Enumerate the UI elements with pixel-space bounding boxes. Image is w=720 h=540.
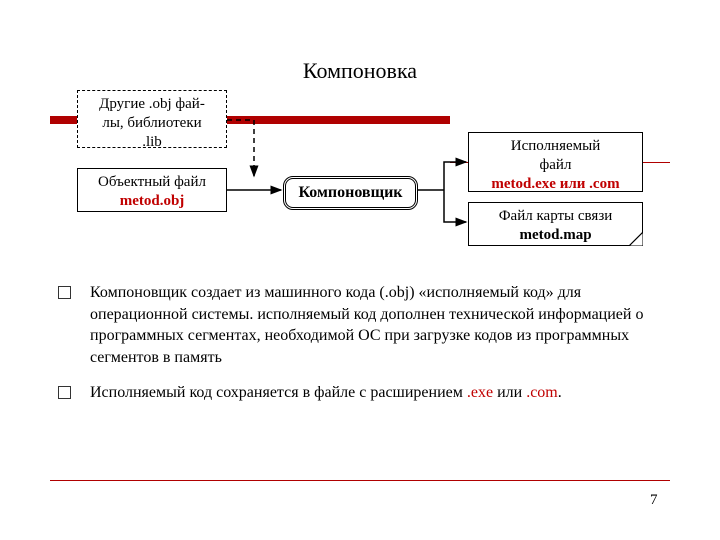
- linker-label: Компоновщик: [298, 183, 402, 203]
- obj-line1: Объектный файл: [98, 174, 206, 190]
- libs-line2: лы, библиотеки: [102, 115, 201, 131]
- bullet-2-ext1: .exe: [467, 384, 493, 401]
- slide: Компоновка Другие .obj фай- лы, библиоте…: [0, 0, 720, 540]
- bullet-2-pre: Исполняемый код сохраняется в файле с ра…: [90, 384, 467, 401]
- map-line2: metod.map: [519, 227, 591, 243]
- linker-box: Компоновщик: [283, 176, 418, 210]
- obj-line2: metod.obj: [120, 193, 185, 209]
- exe-box: Исполняемый файл metod.exe или .com: [468, 132, 643, 192]
- libs-line3: .lib: [142, 134, 162, 150]
- page-number: 7: [650, 492, 658, 509]
- map-line1: Файл карты связи: [499, 208, 613, 224]
- bullet-2: Исполняемый код сохраняется в файле с ра…: [90, 382, 670, 404]
- bullet-marker-icon: [58, 386, 71, 399]
- footer-rule: [50, 480, 670, 481]
- arrow-libs: [227, 120, 254, 176]
- libs-line1: Другие .obj фай-: [99, 96, 205, 112]
- bullet-2-mid: или: [493, 384, 526, 401]
- bullet-2-post: .: [558, 384, 562, 401]
- bullet-2-ext2: .com: [526, 384, 558, 401]
- obj-box: Объектный файл metod.obj: [77, 168, 227, 212]
- exe-line2: файл: [540, 157, 572, 173]
- bullet-list: Компоновщик создает из машинного кода (.…: [90, 282, 670, 418]
- map-box: Файл карты связи metod.map: [468, 202, 643, 246]
- exe-line3: metod.exe или .com: [491, 176, 619, 192]
- arrow-out-map: [444, 190, 466, 222]
- arrow-out-exe: [444, 162, 466, 190]
- page-fold-icon: [629, 232, 643, 246]
- exe-line1: Исполняемый: [511, 138, 601, 154]
- libs-box: Другие .obj фай- лы, библиотеки .lib: [77, 90, 227, 148]
